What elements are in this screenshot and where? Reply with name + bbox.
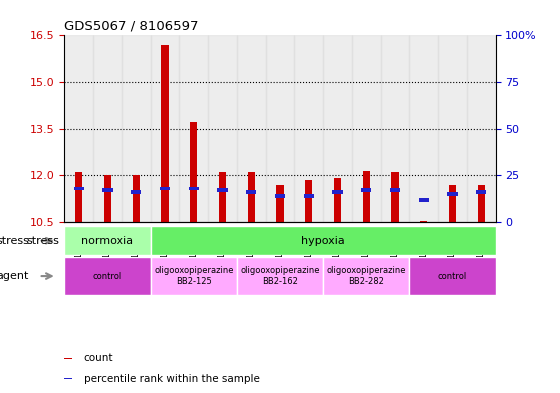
Bar bbox=[419, 198, 429, 202]
Bar bbox=[161, 45, 169, 222]
Bar bbox=[476, 190, 486, 194]
Bar bbox=[334, 178, 341, 222]
Bar bbox=[93, 35, 122, 222]
Bar bbox=[64, 378, 72, 380]
Bar bbox=[420, 221, 427, 222]
Bar bbox=[131, 190, 141, 194]
Bar bbox=[391, 172, 399, 222]
Bar bbox=[295, 35, 323, 222]
Text: agent: agent bbox=[0, 271, 29, 281]
Bar bbox=[361, 189, 371, 192]
Bar bbox=[277, 185, 283, 222]
Text: hypoxia: hypoxia bbox=[301, 236, 345, 246]
Bar bbox=[190, 123, 197, 222]
Bar bbox=[64, 257, 151, 295]
Bar bbox=[237, 257, 323, 295]
Bar bbox=[352, 35, 381, 222]
Text: oligooxopiperazine
BB2-282: oligooxopiperazine BB2-282 bbox=[326, 266, 406, 286]
Bar bbox=[449, 185, 456, 222]
Bar bbox=[219, 172, 226, 222]
Bar bbox=[323, 257, 409, 295]
Text: control: control bbox=[93, 272, 122, 281]
Bar bbox=[74, 187, 84, 190]
Text: GDS5067 / 8106597: GDS5067 / 8106597 bbox=[64, 20, 199, 33]
Bar bbox=[305, 180, 312, 222]
Text: stress: stress bbox=[0, 236, 29, 246]
Bar bbox=[381, 35, 409, 222]
Bar bbox=[304, 194, 314, 198]
Bar bbox=[102, 189, 113, 192]
Bar bbox=[467, 35, 496, 222]
Bar bbox=[160, 187, 170, 190]
Bar bbox=[363, 171, 370, 222]
Bar bbox=[237, 35, 265, 222]
Bar bbox=[447, 192, 458, 196]
Text: stress: stress bbox=[26, 236, 59, 246]
Text: normoxia: normoxia bbox=[81, 236, 134, 246]
Bar bbox=[151, 35, 179, 222]
Text: control: control bbox=[438, 272, 467, 281]
Bar bbox=[409, 257, 496, 295]
Bar bbox=[248, 172, 255, 222]
Bar bbox=[246, 190, 256, 194]
Bar bbox=[179, 35, 208, 222]
Text: oligooxopiperazine
BB2-125: oligooxopiperazine BB2-125 bbox=[154, 266, 234, 286]
Bar bbox=[104, 175, 111, 222]
Bar bbox=[64, 358, 72, 359]
Bar bbox=[64, 35, 93, 222]
Text: oligooxopiperazine
BB2-162: oligooxopiperazine BB2-162 bbox=[240, 266, 320, 286]
Bar bbox=[208, 35, 237, 222]
Bar bbox=[333, 190, 343, 194]
Bar bbox=[217, 189, 227, 192]
Bar bbox=[478, 185, 485, 222]
Text: percentile rank within the sample: percentile rank within the sample bbox=[84, 374, 260, 384]
Bar bbox=[64, 226, 151, 255]
Bar bbox=[151, 257, 237, 295]
Bar bbox=[151, 226, 496, 255]
Bar bbox=[133, 175, 140, 222]
Bar bbox=[75, 172, 82, 222]
Bar bbox=[189, 187, 199, 190]
Bar bbox=[122, 35, 151, 222]
Bar bbox=[275, 194, 285, 198]
Bar bbox=[323, 35, 352, 222]
Bar bbox=[438, 35, 467, 222]
Bar bbox=[409, 35, 438, 222]
Bar bbox=[390, 189, 400, 192]
Bar bbox=[265, 35, 295, 222]
Text: count: count bbox=[84, 353, 113, 364]
